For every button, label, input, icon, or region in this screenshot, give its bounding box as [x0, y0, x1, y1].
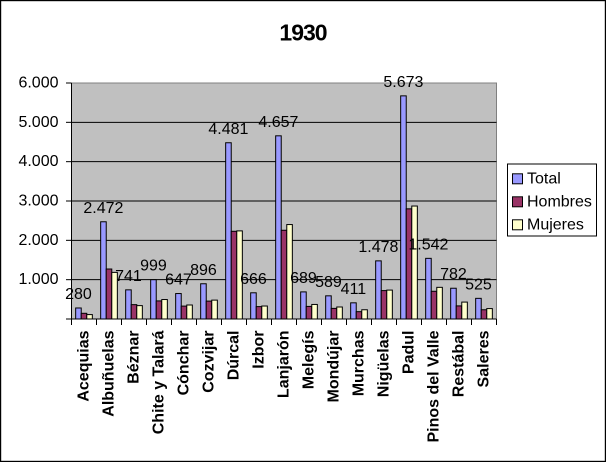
svg-text:1.000: 1.000: [18, 271, 58, 288]
svg-text:4.657: 4.657: [258, 114, 298, 131]
svg-text:Restábal: Restábal: [451, 331, 468, 398]
svg-text:Hombres: Hombres: [527, 193, 592, 210]
svg-text:Nigüelas: Nigüelas: [376, 330, 393, 397]
svg-text:Chite y Talará: Chite y Talará: [151, 330, 168, 434]
svg-text:2.472: 2.472: [83, 200, 123, 217]
svg-text:4.481: 4.481: [208, 121, 248, 138]
svg-text:741: 741: [115, 268, 142, 285]
svg-text:Cozvijar: Cozvijar: [201, 331, 218, 393]
svg-text:Mondújar: Mondújar: [326, 331, 343, 403]
svg-text:Albuñuelas: Albuñuelas: [101, 330, 118, 416]
svg-text:Saleres: Saleres: [476, 330, 493, 387]
svg-text:Béznar: Béznar: [126, 331, 143, 384]
svg-text:4.000: 4.000: [18, 153, 58, 170]
svg-text:999: 999: [140, 258, 167, 275]
svg-text:Pinos del Valle: Pinos del Valle: [426, 330, 443, 442]
svg-text:689: 689: [290, 270, 317, 287]
svg-text:666: 666: [240, 271, 267, 288]
svg-text:3.000: 3.000: [18, 193, 58, 210]
svg-text:Mujeres: Mujeres: [527, 216, 584, 233]
svg-text:589: 589: [315, 274, 342, 291]
svg-text:2.000: 2.000: [18, 232, 58, 249]
svg-text:525: 525: [465, 276, 492, 293]
svg-text:647: 647: [165, 272, 192, 289]
svg-text:Dúrcal: Dúrcal: [226, 331, 243, 381]
svg-text:896: 896: [190, 262, 217, 279]
svg-text:Cónchar: Cónchar: [176, 331, 193, 396]
svg-text:Total: Total: [527, 170, 561, 187]
svg-text:280: 280: [65, 286, 92, 303]
svg-text:6.000: 6.000: [18, 75, 58, 92]
svg-text:1.478: 1.478: [358, 239, 398, 256]
svg-text:Murchas: Murchas: [351, 330, 368, 396]
svg-text:Lanjarón: Lanjarón: [276, 331, 293, 399]
svg-text:Melegís: Melegís: [301, 330, 318, 389]
svg-text:5.673: 5.673: [383, 74, 423, 91]
svg-text:782: 782: [440, 266, 467, 283]
svg-text:1930: 1930: [279, 20, 326, 46]
svg-text:Padul: Padul: [401, 331, 418, 375]
svg-text:5.000: 5.000: [18, 114, 58, 131]
svg-text:1.542: 1.542: [408, 236, 448, 253]
svg-text:Acequias: Acequias: [76, 330, 93, 401]
svg-text:411: 411: [341, 281, 367, 298]
svg-text:Izbor: Izbor: [251, 331, 268, 369]
